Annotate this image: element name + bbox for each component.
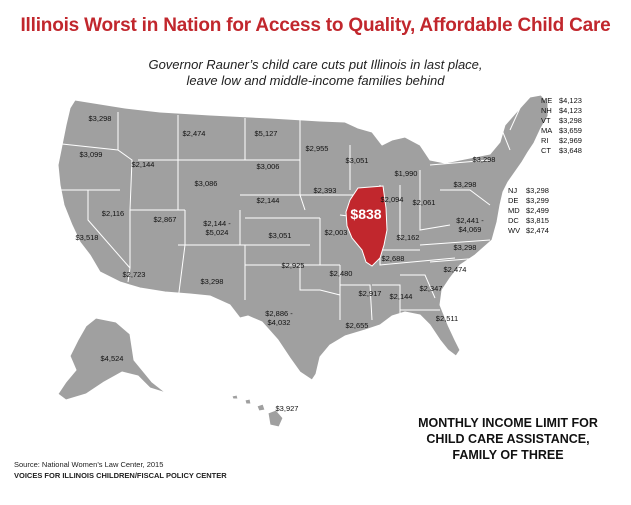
map-legend: MONTHLY INCOME LIMIT FOR CHILD CARE ASSI… (398, 415, 618, 463)
ma-row: MD $2,499 (508, 206, 549, 215)
state-label-sd: $3,006 (257, 162, 280, 171)
state-label-pa: $3,298 (454, 180, 477, 189)
state-label-ne: $2,144 (257, 196, 280, 205)
hawaii-oahu-shape (244, 398, 252, 405)
ne-row: ME $4,123 (541, 96, 582, 105)
state-label-mn: $2,955 (306, 144, 329, 153)
ma-row: DC $3,815 (508, 216, 549, 225)
state-label-in: $2,094 (381, 195, 404, 204)
state-label-ny: $3,298 (473, 155, 496, 164)
ne-row: CT $3,648 (541, 146, 582, 155)
state-label-tn: $2,688 (382, 254, 405, 263)
org-credit: VOICES FOR ILLINOIS CHILDREN/FISCAL POLI… (14, 471, 227, 480)
legend-line-3: FAMILY OF THREE (452, 448, 564, 462)
state-label-va: $2,441 -$4,069 (456, 216, 484, 234)
state-label-tx: $2,886 -$4,032 (265, 309, 293, 327)
hawaii-kauai-shape (231, 394, 239, 400)
state-label-id: $2,144 (132, 160, 155, 169)
state-label-nd: $5,127 (255, 129, 278, 138)
legend-line-1: MONTHLY INCOME LIMIT FOR (418, 416, 598, 430)
illinois-shape (345, 185, 388, 267)
state-label-la: $2,655 (346, 321, 369, 330)
state-label-ms: $2,917 (359, 289, 382, 298)
state-label-ky: $2,162 (397, 233, 420, 242)
illinois-value-label: $838 (350, 206, 381, 222)
alaska-shape (57, 317, 167, 401)
hawaii-big-island-shape (267, 409, 284, 428)
subtitle: Governor Rauner’s child care cuts put Il… (0, 57, 631, 89)
page-title: Illinois Worst in Nation for Access to Q… (20, 15, 611, 36)
state-label-ak: $4,524 (101, 354, 124, 363)
ma-row: DE $3,299 (508, 196, 549, 205)
state-label-nm: $3,298 (201, 277, 224, 286)
ne-row: MA $3,659 (541, 126, 582, 135)
state-label-nv: $2,116 (102, 209, 124, 218)
state-label-ga: $2,347 (420, 284, 443, 293)
state-label-sc: $2,474 (444, 265, 467, 274)
state-label-ks: $3,051 (269, 231, 292, 240)
state-label-ok: $2,925 (282, 261, 305, 270)
state-label-mt: $2,474 (183, 129, 206, 138)
state-label-fl: $2,511 (436, 314, 458, 323)
state-label-wa: $3,298 (89, 114, 112, 123)
hawaii-maui-shape (256, 403, 266, 412)
state-label-wy: $3,086 (195, 179, 218, 188)
state-label-ca: $3,518 (76, 233, 99, 242)
state-label-mo: $2,003 (325, 228, 348, 237)
state-label-al: $2,144 (390, 292, 413, 301)
ne-row: VT $3,298 (541, 116, 582, 125)
ma-row: NJ $3,298 (508, 186, 549, 195)
state-label-co: $2,144 -$5,024 (203, 219, 231, 237)
state-label-ar: $2,480 (330, 269, 353, 278)
state-label-nc: $3,298 (454, 243, 477, 252)
ma-row: WV $2,474 (508, 226, 549, 235)
new-england-list: ME $4,123 NH $4,123 VT $3,298 MA $3,659 RI $2… (541, 96, 582, 156)
ne-row: NH $4,123 (541, 106, 582, 115)
state-label-hi: $3,927 (276, 404, 299, 413)
state-label-ia: $2,393 (314, 186, 337, 195)
state-label-ut: $2,867 (154, 215, 177, 224)
ne-row: RI $2,969 (541, 136, 582, 145)
subtitle-line-1: Governor Rauner’s child care cuts put Il… (148, 57, 483, 72)
legend-line-2: CHILD CARE ASSISTANCE, (426, 432, 590, 446)
state-label-or: $3,099 (80, 150, 103, 159)
state-label-oh: $2,061 (413, 198, 436, 207)
state-borders (60, 107, 521, 321)
state-label-az: $2,723 (123, 270, 146, 279)
subtitle-line-2: leave low and middle-income families beh… (186, 73, 445, 88)
mid-atlantic-list: NJ $3,298 DE $3,299 MD $2,499 DC $3,815 WV $2… (508, 186, 549, 236)
state-label-wi: $3,051 (346, 156, 369, 165)
contiguous-us-shape (57, 94, 549, 381)
source-note: Source: National Women’s Law Center, 201… (14, 460, 164, 469)
state-label-mi: $1,990 (395, 169, 418, 178)
